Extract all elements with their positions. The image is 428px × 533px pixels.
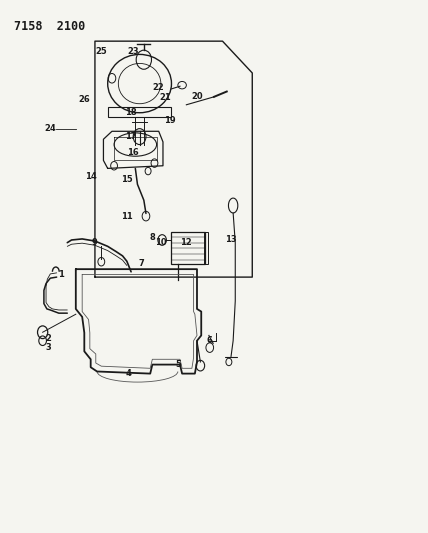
Text: 6: 6: [207, 336, 213, 345]
Text: 17: 17: [125, 132, 137, 141]
Text: 22: 22: [153, 83, 165, 92]
Text: 25: 25: [95, 47, 107, 56]
Text: 8: 8: [149, 233, 155, 242]
Text: 3: 3: [45, 343, 51, 352]
Text: 7: 7: [139, 260, 145, 268]
Text: 21: 21: [159, 93, 171, 102]
Text: 15: 15: [121, 174, 133, 183]
Text: 7158  2100: 7158 2100: [14, 20, 86, 33]
Bar: [204, 232, 208, 264]
Text: 26: 26: [78, 95, 90, 104]
Text: 9: 9: [92, 238, 98, 247]
Text: 14: 14: [85, 172, 97, 181]
Text: 4: 4: [126, 369, 132, 378]
Text: 19: 19: [163, 116, 175, 125]
Text: 23: 23: [128, 47, 139, 56]
Bar: [108, 108, 172, 117]
Text: 11: 11: [121, 212, 133, 221]
Text: 1: 1: [58, 270, 64, 279]
Text: 5: 5: [175, 360, 181, 369]
Text: 20: 20: [191, 92, 203, 101]
Text: 13: 13: [225, 236, 237, 245]
Text: 2: 2: [45, 334, 51, 343]
Text: 24: 24: [45, 124, 56, 133]
Text: 16: 16: [128, 148, 139, 157]
Bar: [172, 232, 205, 264]
Text: 18: 18: [125, 108, 137, 117]
Text: 10: 10: [155, 238, 166, 247]
Text: 12: 12: [181, 238, 192, 247]
